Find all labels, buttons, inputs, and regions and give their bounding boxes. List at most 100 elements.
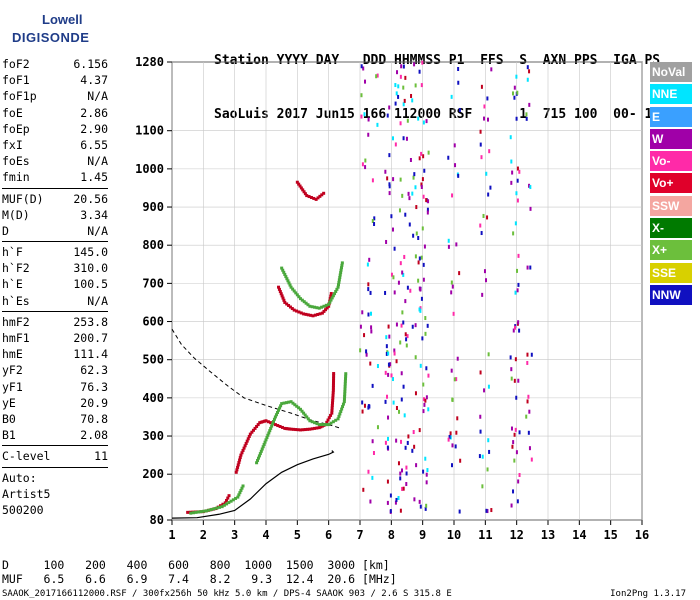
param-separator	[2, 241, 108, 243]
trace-point	[310, 420, 314, 424]
trace-point	[225, 498, 229, 502]
noise-point	[456, 416, 459, 421]
noise-point	[485, 278, 488, 283]
param-value: 200.7	[73, 331, 108, 345]
noise-point	[414, 83, 417, 88]
trace-point	[337, 280, 341, 284]
noise-point	[420, 182, 423, 187]
noise-point	[447, 437, 450, 442]
noise-point	[402, 64, 405, 69]
trace-point	[199, 510, 203, 514]
y-tick-label: 1280	[135, 55, 164, 69]
noise-point	[369, 499, 372, 504]
trace-point	[292, 289, 296, 293]
noise-point	[455, 430, 458, 435]
noise-point	[402, 136, 405, 141]
trace-point	[292, 308, 296, 312]
trace-point	[227, 494, 231, 498]
trace-point	[318, 194, 322, 198]
noise-point	[411, 448, 414, 453]
noise-point	[405, 465, 408, 470]
noise-point	[478, 454, 481, 459]
noise-point	[420, 185, 423, 190]
noise-point	[417, 116, 420, 121]
noise-point	[526, 352, 529, 357]
noise-point	[511, 170, 514, 175]
noise-point	[359, 324, 362, 329]
noise-point	[391, 136, 394, 141]
noise-point	[526, 65, 529, 70]
param-key: h`F	[2, 245, 23, 260]
noise-point	[370, 329, 373, 334]
trace-point	[256, 456, 260, 460]
param-value: N/A	[87, 223, 108, 238]
trace-point	[235, 468, 239, 472]
noise-point	[425, 472, 428, 477]
noise-point	[450, 368, 453, 373]
trace-point	[272, 417, 276, 421]
param-row: foE 2.86	[2, 105, 108, 121]
noise-point	[513, 432, 516, 437]
trace-point	[309, 195, 313, 199]
param-row: h`F2 310.0	[2, 260, 108, 276]
noise-point	[384, 399, 387, 404]
noise-point	[367, 287, 370, 292]
trace-point	[310, 427, 314, 431]
trace-point	[316, 196, 320, 200]
param-row: C-level 11	[2, 448, 108, 464]
noise-point	[415, 463, 418, 468]
noise-point	[403, 413, 406, 418]
noise-point	[389, 493, 392, 498]
noise-point	[515, 74, 518, 79]
param-key: MUF(D)	[2, 191, 44, 206]
y-tick-label: 900	[142, 200, 164, 214]
noise-point	[527, 394, 530, 399]
noise-point	[405, 343, 408, 348]
noise-point	[363, 333, 366, 338]
trace-point	[207, 508, 211, 512]
trace-point	[312, 196, 316, 200]
noise-point	[512, 328, 515, 333]
noise-point	[390, 214, 393, 219]
noise-point	[399, 121, 402, 126]
trace-point	[227, 501, 231, 505]
noise-point	[397, 461, 400, 466]
noise-point	[410, 93, 413, 98]
trace-point	[255, 461, 259, 465]
noise-point	[481, 454, 484, 459]
noise-point	[364, 79, 367, 84]
noise-point	[395, 359, 398, 364]
noise-point	[483, 388, 486, 393]
trace-point	[325, 420, 329, 424]
noise-point	[483, 269, 486, 274]
noise-point	[426, 207, 429, 212]
trace-point	[290, 307, 294, 311]
trace-point	[325, 306, 329, 310]
param-value: 111.4	[73, 347, 108, 362]
trace-point	[315, 426, 319, 430]
noise-point	[421, 226, 424, 231]
noise-point	[412, 430, 415, 435]
noise-point	[423, 244, 426, 249]
param-row: 500200	[2, 502, 108, 518]
noise-point	[405, 337, 408, 342]
noise-point	[490, 508, 493, 513]
trace-point	[343, 392, 347, 396]
param-row: fxI 6.55	[2, 137, 108, 153]
trace-point	[306, 417, 310, 421]
y-tick-label: 500	[142, 353, 164, 367]
trace-point	[280, 266, 284, 270]
noise-point	[373, 222, 376, 227]
noise-point	[402, 85, 405, 90]
trace-point	[236, 495, 240, 499]
noise-point	[515, 395, 518, 400]
noise-point	[480, 84, 483, 89]
noise-point	[387, 324, 390, 329]
noise-point	[487, 192, 490, 197]
logo-line1: Lowell	[42, 12, 83, 27]
trace-point	[294, 428, 298, 432]
noise-point	[397, 84, 400, 89]
noise-point	[517, 282, 520, 287]
trace-point	[306, 427, 310, 431]
noise-point	[399, 74, 402, 79]
